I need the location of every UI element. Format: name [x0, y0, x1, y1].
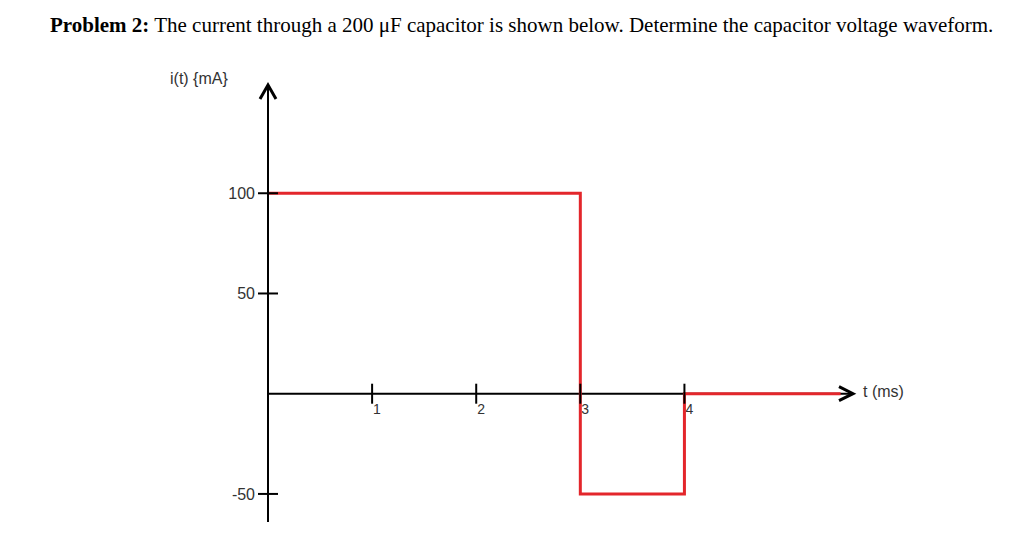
html-text:t (ms): t (ms) [863, 382, 904, 400]
html-text:i(t) {mA}: i(t) {mA} [170, 70, 228, 87]
svg-text:4: 4 [685, 401, 693, 417]
svg-text:1: 1 [373, 401, 381, 417]
svg-text:100: 100 [228, 185, 255, 202]
html-text:Problem 2: The current through: Problem 2: The current through a 200 μF … [50, 13, 994, 37]
svg-text:2: 2 [477, 401, 485, 417]
svg-text:-50: -50 [232, 486, 255, 503]
svg-text:50: 50 [237, 285, 255, 302]
svg-text:3: 3 [581, 401, 589, 417]
